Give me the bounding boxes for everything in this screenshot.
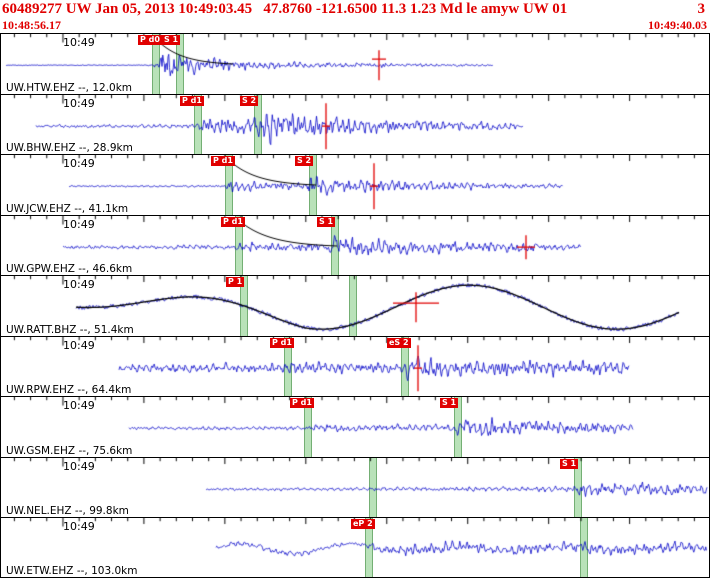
trace-panel: 10:49 UW.ETW.EHZ --, 103.0km eP 2 [0,517,710,578]
event-header-right: 3 [697,1,706,17]
pick-label[interactable]: S 1 [560,458,579,469]
event-title: 60489277 UW Jan 05, 2013 10:49:03.45 47.… [2,1,568,17]
pick-label[interactable]: S 2 [240,95,259,106]
minute-time-label: 10:49 [63,459,95,473]
minute-time-label: 10:49 [63,96,95,110]
pick-label[interactable]: S 1 [440,398,459,409]
trace-panel: 10:49 UW.JCW.EHZ --, 41.1km P d1 S 2 [0,154,710,215]
station-label: UW.BHW.EHZ --, 28.9km [4,142,135,155]
minute-time-label: 10:49 [63,36,95,49]
pick-label[interactable]: eP 2 [351,519,375,530]
pick-label[interactable]: S 1 [317,216,336,227]
pick-label[interactable]: S 1 [162,35,181,45]
trace-panel: 10:49 UW.RATT.BHZ --, 51.4km P 1 [0,275,710,336]
station-label: UW.RATT.BHZ --, 51.4km [4,323,136,336]
minute-time-label: 10:49 [63,338,95,352]
station-label: UW.HTW.EHZ --, 12.0km [4,81,135,94]
pick-label[interactable]: P d1 [211,156,235,167]
trace-panel: 10:49 UW.NEL.EHZ --, 99.8km S 1 [0,456,710,518]
minute-time-label: 10:49 [63,217,95,231]
pick-label[interactable]: P d1 [221,216,245,227]
trace-panel: 10:49 UW.BHW.EHZ --, 28.9km P d1 S 2 [0,93,710,155]
minute-time-label: 10:49 [63,278,95,292]
trace-panel: 10:49 UW.RPW.EHZ --, 64.4km P d1 eS 2 [0,335,710,397]
pick-label[interactable]: P d1 [290,398,314,409]
minute-time-label: 10:49 [63,399,95,413]
trace-panel: 10:49 UW.GSM.EHZ --, 75.6km P d1 S 1 [0,396,710,457]
station-label: UW.ETW.EHZ --, 103.0km [4,564,140,577]
window-end-time: 10:49:40.03 [648,18,707,32]
pick-label[interactable]: S 2 [295,156,314,167]
pick-label[interactable]: P d1 [180,95,204,106]
station-label: UW.JCW.EHZ --, 41.1km [4,202,131,215]
time-window-bar: 10:48:56.17 10:49:40.03 [0,18,710,33]
station-label: UW.RPW.EHZ --, 64.4km [4,384,134,397]
event-header: 60489277 UW Jan 05, 2013 10:49:03.45 47.… [0,0,710,18]
station-label: UW.NEL.EHZ --, 99.8km [4,505,131,518]
pick-label[interactable]: P d1 [270,337,294,348]
window-start-time: 10:48:56.17 [2,18,61,32]
minute-time-label: 10:49 [63,520,95,534]
trace-panel-list: 10:49 UW.HTW.EHZ --, 12.0km P d0 S 1 10:4… [0,33,710,578]
minute-time-label: 10:49 [63,157,95,171]
trace-panel: 10:49 UW.GPW.EHZ --, 46.6km P d1 S 1 [0,214,710,276]
station-label: UW.GPW.EHZ --, 46.6km [4,263,135,276]
pick-label[interactable]: P 1 [226,277,245,288]
pick-label[interactable]: eS 2 [387,337,411,348]
pick-label[interactable]: P d0 [138,35,162,45]
station-label: UW.GSM.EHZ --, 75.6km [4,444,135,457]
trace-panel: 10:49 UW.HTW.EHZ --, 12.0km P d0 S 1 [0,33,710,94]
